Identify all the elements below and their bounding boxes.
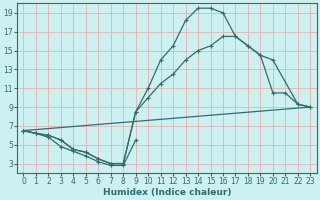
X-axis label: Humidex (Indice chaleur): Humidex (Indice chaleur): [103, 188, 231, 197]
